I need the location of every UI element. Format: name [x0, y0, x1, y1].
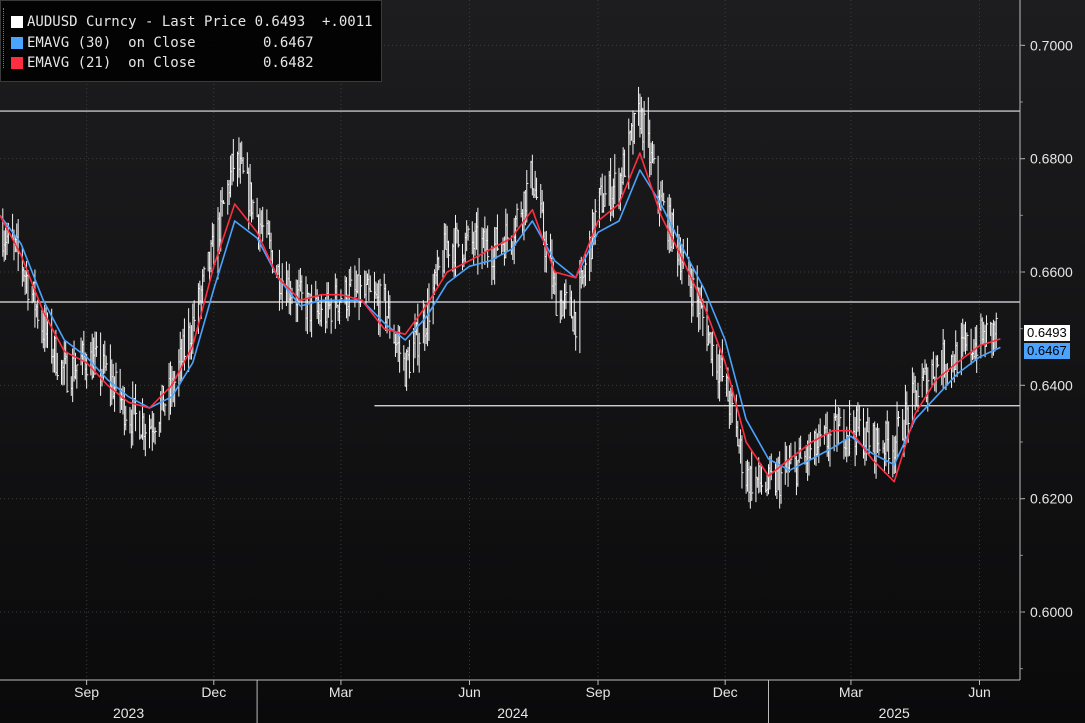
last-price-value: 0.6493 [1027, 324, 1067, 340]
ema21-line [0, 152, 1001, 483]
y-tick-label: 0.6200 [1030, 491, 1073, 507]
x-tick-label: Jun [458, 684, 481, 700]
last-price-badge: 0.6493 [1024, 324, 1070, 341]
legend-item-price[interactable]: AUDUSD Curncy - Last Price 0.6493 +.0011 [11, 13, 373, 31]
legend-tree-connector [3, 8, 10, 68]
last-ema30-badge: 0.6467 [1024, 343, 1070, 360]
price-bars [2, 86, 998, 509]
last-ema30-value: 0.6467 [1027, 343, 1067, 359]
grid [0, 0, 1020, 680]
y-tick-label: 0.7000 [1030, 37, 1073, 53]
legend-item-ema21[interactable]: EMAVG (21) on Close 0.6482 [11, 54, 314, 72]
ema-lines [0, 152, 1001, 483]
x-tick-label: Jun [968, 684, 991, 700]
legend: AUDUSD Curncy - Last Price 0.6493 +.0011… [0, 0, 382, 82]
x-tick-label: Dec [713, 684, 738, 700]
legend-label-ema30: EMAVG (30) on Close 0.6467 [27, 35, 314, 51]
x-tick-label: Sep [74, 684, 99, 700]
x-year-label: 2025 [879, 705, 910, 721]
ema30-line [0, 169, 1001, 472]
x-tick-label: Dec [201, 684, 226, 700]
horizontal-lines [0, 110, 1020, 407]
legend-swatch-ema30 [11, 37, 23, 49]
legend-swatch-price [11, 16, 23, 28]
y-tick-label: 0.6800 [1030, 151, 1073, 167]
x-tick-label: Mar [839, 684, 863, 700]
x-tick-label: Sep [586, 684, 611, 700]
y-tick-label: 0.6000 [1030, 604, 1073, 620]
x-year-label: 2023 [113, 705, 144, 721]
legend-swatch-ema21 [11, 57, 23, 69]
y-tick-label: 0.6400 [1030, 377, 1073, 393]
legend-label-price: AUDUSD Curncy - Last Price 0.6493 +.0011 [27, 14, 373, 30]
legend-label-ema21: EMAVG (21) on Close 0.6482 [27, 55, 314, 71]
x-tick-label: Mar [329, 684, 353, 700]
legend-item-ema30[interactable]: EMAVG (30) on Close 0.6467 [11, 34, 314, 52]
x-year-label: 2024 [497, 705, 528, 721]
y-tick-label: 0.6600 [1030, 264, 1073, 280]
